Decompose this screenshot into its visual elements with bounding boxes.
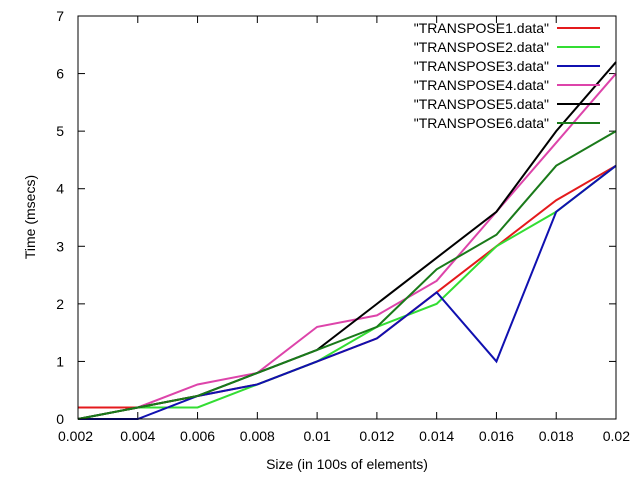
- x-axis-label: Size (in 100s of elements): [266, 456, 428, 472]
- x-tick-label: 0.004: [120, 428, 155, 444]
- x-tick-label: 0.01: [303, 428, 330, 444]
- legend-label: "TRANSPOSE1.data": [414, 20, 549, 36]
- y-tick-label: 4: [56, 181, 64, 197]
- y-tick-label: 2: [56, 296, 64, 312]
- legend-label: "TRANSPOSE6.data": [414, 115, 549, 131]
- y-tick-label: 7: [56, 8, 64, 24]
- x-tick-label: 0.018: [539, 428, 574, 444]
- legend: "TRANSPOSE1.data" "TRANSPOSE2.data" "TRANS…: [414, 20, 600, 131]
- plot-frame: [77, 15, 617, 420]
- y-tick-label: 1: [56, 353, 64, 369]
- legend-label: "TRANSPOSE3.data": [414, 58, 549, 74]
- y-tick-label: 5: [56, 123, 64, 139]
- y-tick-label: 6: [56, 66, 64, 82]
- x-tick-label: 0.002: [58, 428, 93, 444]
- x-tick-label: 0.006: [180, 428, 215, 444]
- series-line-transpose4: [77, 72, 617, 420]
- x-tick-label: 0.016: [479, 428, 514, 444]
- axis-ticks: 0.002 0.004 0.006 0.008 0.01 0.012 0.014 0.016 0…: [56, 8, 630, 444]
- x-tick-label: 0.008: [240, 428, 275, 444]
- legend-label: "TRANSPOSE4.data": [414, 77, 549, 93]
- y-axis-label: Time (msecs): [22, 175, 38, 259]
- series-lines: [77, 61, 617, 420]
- series-line-transpose6: [77, 130, 617, 420]
- x-tick-label: 0.02: [603, 428, 630, 444]
- x-tick-label: 0.014: [419, 428, 454, 444]
- legend-label: "TRANSPOSE5.data": [414, 96, 549, 112]
- series-line-transpose3: [78, 164, 617, 420]
- y-tick-label: 0: [56, 411, 64, 427]
- y-tick-label: 3: [56, 238, 64, 254]
- x-tick-label: 0.012: [359, 428, 394, 444]
- legend-label: "TRANSPOSE2.data": [414, 39, 549, 55]
